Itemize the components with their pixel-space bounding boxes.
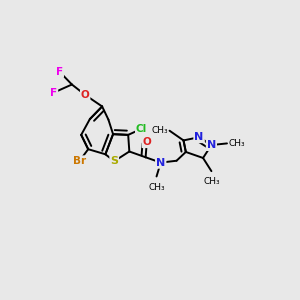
- Text: CH₃: CH₃: [152, 126, 168, 135]
- Text: CH₃: CH₃: [148, 183, 165, 192]
- Text: N: N: [207, 140, 216, 150]
- Text: N: N: [194, 132, 204, 142]
- Text: N: N: [156, 158, 165, 168]
- Text: N: N: [207, 140, 216, 150]
- Text: CH₃: CH₃: [203, 177, 220, 186]
- Text: N: N: [194, 132, 204, 142]
- Text: O: O: [81, 90, 89, 100]
- Text: F: F: [56, 67, 63, 77]
- Text: Br: Br: [73, 156, 86, 166]
- Text: O: O: [142, 137, 151, 147]
- Text: Cl: Cl: [136, 124, 147, 134]
- Text: CH₃: CH₃: [229, 139, 245, 148]
- Text: N: N: [156, 158, 165, 168]
- Text: F: F: [50, 88, 57, 98]
- Text: S: S: [110, 156, 118, 166]
